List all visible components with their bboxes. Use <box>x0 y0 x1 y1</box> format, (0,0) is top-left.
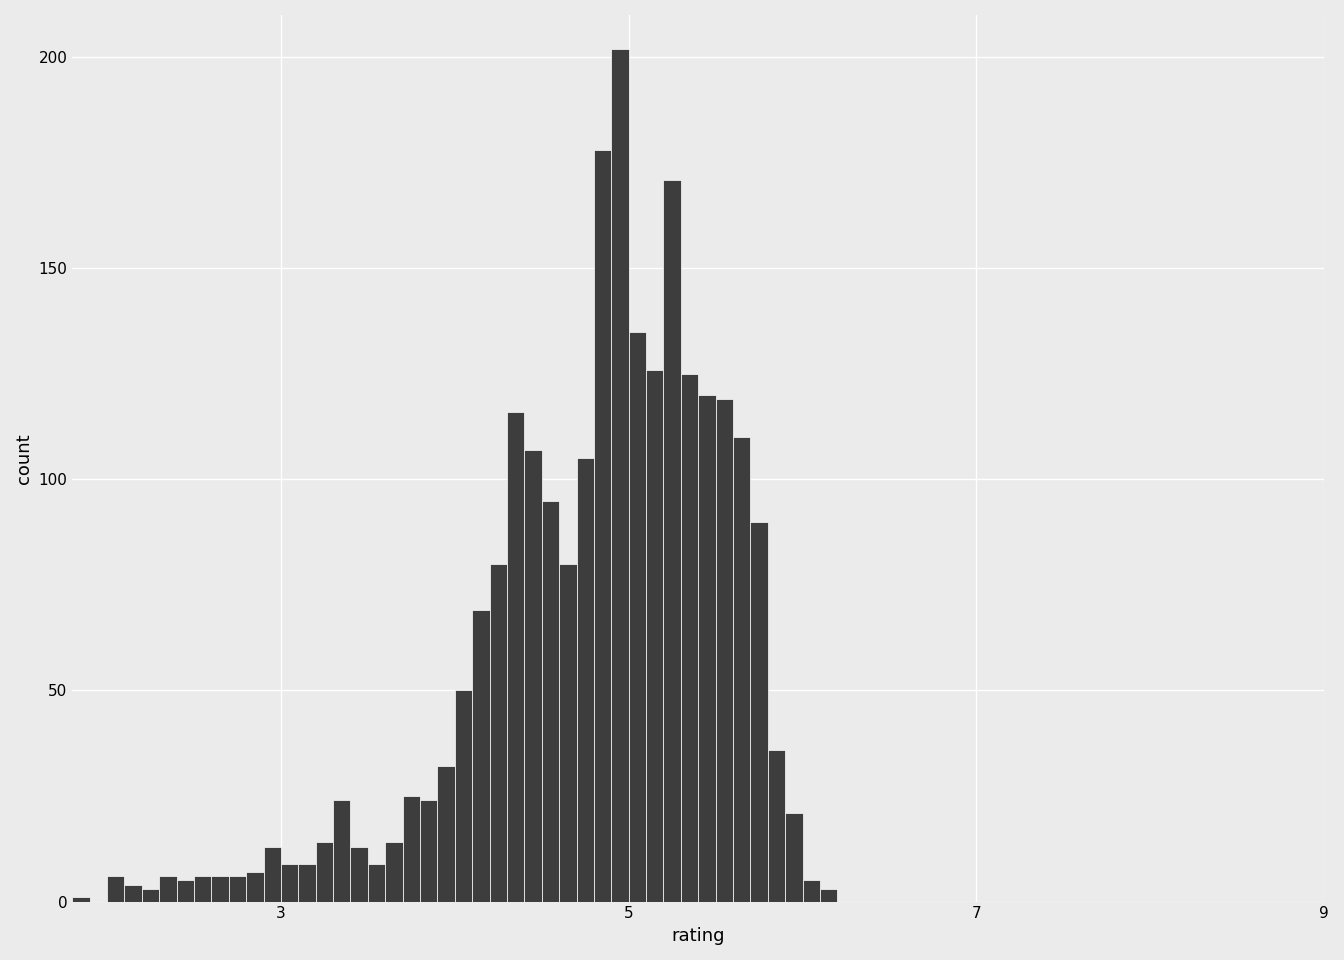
Bar <box>732 437 750 901</box>
Bar <box>351 847 368 901</box>
Bar <box>767 750 785 901</box>
Bar <box>246 872 263 901</box>
Bar <box>802 880 820 901</box>
Bar <box>403 796 421 901</box>
Bar <box>421 801 437 901</box>
Bar <box>820 889 837 901</box>
Bar <box>472 611 489 901</box>
Bar <box>524 450 542 901</box>
Bar <box>750 521 767 901</box>
Bar <box>507 412 524 901</box>
Bar <box>437 766 454 901</box>
Bar <box>368 864 386 901</box>
Bar <box>594 150 612 901</box>
Bar <box>142 889 159 901</box>
Bar <box>542 500 559 901</box>
X-axis label: rating: rating <box>672 927 724 945</box>
Bar <box>629 331 646 901</box>
Bar <box>73 898 90 901</box>
Bar <box>194 876 211 901</box>
Bar <box>263 847 281 901</box>
Bar <box>646 370 664 901</box>
Bar <box>333 801 351 901</box>
Bar <box>489 564 507 901</box>
Bar <box>159 876 176 901</box>
Bar <box>108 876 125 901</box>
Bar <box>577 458 594 901</box>
Bar <box>386 843 403 901</box>
Y-axis label: count: count <box>15 433 34 484</box>
Bar <box>664 180 681 901</box>
Bar <box>612 49 629 901</box>
Bar <box>681 373 699 901</box>
Bar <box>298 864 316 901</box>
Bar <box>699 395 715 901</box>
Bar <box>228 876 246 901</box>
Bar <box>125 885 142 901</box>
Bar <box>281 864 298 901</box>
Bar <box>316 843 333 901</box>
Bar <box>211 876 228 901</box>
Bar <box>715 399 732 901</box>
Bar <box>454 690 472 901</box>
Bar <box>559 564 577 901</box>
Bar <box>785 813 802 901</box>
Bar <box>176 880 194 901</box>
